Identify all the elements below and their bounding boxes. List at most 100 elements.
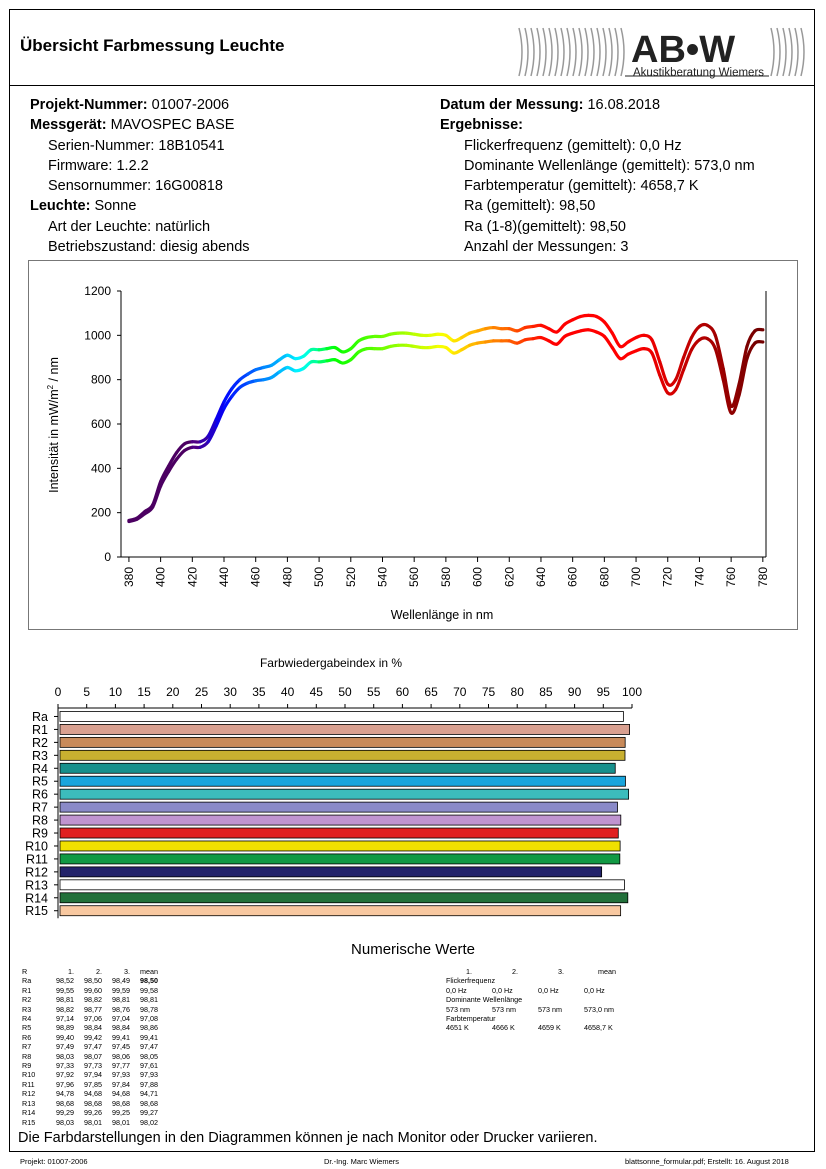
sensor-number: Sensornummer: 16G00818 [48,178,223,195]
spectrum-series-2-segment [729,393,741,415]
table-row: R13 98,68 98,68 98,68 98,68 [22,1099,158,1108]
flicker-values: 0,0 Hz 0,0 Hz 0,0 Hz 0,0 Hz [446,986,630,995]
spectrum-series-1-segment [729,382,741,409]
cri-x-tick-label: 5 [83,685,90,699]
spectrum-series-2-segment [151,484,163,509]
disclaimer-note: Die Farbdarstellungen in den Diagrammen … [18,1130,598,1146]
cri-x-tick-label: 35 [252,685,266,699]
table-row: R3 98,82 98,77 98,76 98,78 [22,1005,158,1014]
table-cell: 97,96 [56,1079,74,1089]
table-row: R1 99,55 99,60 99,59 99,58 [22,986,158,995]
cri-x-tick-label: 90 [568,685,582,699]
table-cell: 99,41 [112,1032,130,1042]
table-cell: 97,49 [56,1042,74,1052]
cri-bar-r6 [59,788,630,800]
table-row: R5 98,89 98,84 98,84 98,86 [22,1023,158,1032]
table-cell: 97,08 [140,1014,158,1024]
cri-x-tick-label: 40 [281,685,295,699]
cri-bar-ra [59,711,624,722]
table-cell: 94,78 [56,1089,74,1099]
table-cell: R11 [22,1079,35,1089]
cri-category-label: R3 [32,749,48,763]
operating-state: Betriebszustand: diesig abends [48,239,250,256]
x-tick-label: 480 [280,567,294,587]
table-cell: 98,77 [84,1004,102,1014]
table-cell: 97,94 [84,1070,102,1080]
table-cell: 97,85 [84,1079,102,1089]
cri-x-tick-label: 10 [109,685,123,699]
spectrum-series-1-segment [206,417,218,438]
table-cell: 99,27 [140,1108,158,1118]
ra18-result: Ra (1-8)(gemittelt): 98,50 [464,218,626,235]
dominant-values-row: 573 nm 573 nm 573 nm 573,0 nm [446,1005,630,1014]
column-header: 1. [68,967,74,976]
cri-category-label: R10 [25,839,48,853]
cri-x-tick-label: 30 [224,685,238,699]
cri-category-label: R12 [25,865,48,879]
cri-bar-r11 [59,853,621,865]
spectrum-series-2-segment [753,339,765,345]
ra-result: Ra (gemittelt): 98,50 [464,198,596,215]
table-row: R11 97,96 97,85 97,84 97,88 [22,1080,158,1089]
cri-bar-r7 [59,801,618,813]
table-cell: 0,0 Hz [538,985,559,995]
cri-chart-title: Farbwiedergabeindex in % [260,656,402,670]
lamp-label: Leuchte: [30,198,91,215]
table-cell: 98,01 [112,1117,130,1127]
table-cell: R6 [22,1032,32,1042]
x-axis-label: Wellenlänge in nm [391,608,494,622]
table-cell: 98,84 [112,1023,130,1033]
y-tick-label: 800 [91,373,111,387]
table-cell: 98,50 [140,976,158,986]
table-cell: 99,59 [112,985,130,995]
table-cell: 98,68 [84,1098,102,1108]
table-cell: 98,03 [56,1051,74,1061]
table-cell: 98,68 [112,1098,130,1108]
x-tick-label: 500 [312,567,326,587]
cri-bar-r1 [59,724,630,735]
table-cell: 98,52 [56,976,74,986]
column-header: 1. [466,967,472,976]
table-cell: 0,0 Hz [446,985,467,995]
table-cell: 97,45 [112,1042,130,1052]
cri-category-label: R14 [25,891,48,905]
table-cell: R10 [22,1070,36,1080]
table-cell: 99,26 [84,1108,102,1118]
table-cell: 573,0 nm [584,1004,614,1014]
table-row: R10 97,92 97,94 97,93 97,93 [22,1070,158,1079]
cri-bar-r4 [59,762,616,774]
cri-x-tick-label: 80 [511,685,525,699]
table-cell: R7 [22,1042,32,1052]
cri-x-tick-label: 100 [622,685,642,699]
project-info: Projekt-Nummer: 01007-2006 Messgerät: MA… [30,95,250,257]
table-cell: 98,02 [140,1117,158,1127]
cri-bar-chart: Farbwiedergabeindex in % 0 5 10 15 20 25 30 35 4… [25,656,642,918]
spectrum-series-2-segment [650,351,662,377]
results-label: Ergebnisse: [440,117,523,134]
cri-category-label: R9 [32,827,48,841]
table-cell: 97,33 [56,1061,74,1071]
table-row: R14 99,29 99,26 99,25 99,27 [22,1108,158,1117]
cri-bar-r9 [59,827,619,839]
table-cell: 99,25 [112,1108,130,1118]
table-cell: 97,47 [84,1042,102,1052]
cri-x-tick-label: 55 [367,685,381,699]
x-tick-label: 740 [692,567,706,587]
spectrum-series-2-segment [674,368,686,392]
table-row: R7 97,49 97,47 97,45 97,47 [22,1042,158,1051]
table-cell: 99,58 [140,985,158,995]
table-row: R2 98,81 98,82 98,81 98,81 [22,995,158,1004]
results-info: Datum der Messung: 16.08.2018 Ergebnisse… [440,95,755,257]
cri-bar-r3 [59,749,626,761]
x-tick-label: 720 [661,567,675,587]
table-cell: 98,81 [112,995,130,1005]
color-temperature-result: Farbtemperatur (gemittelt): 4658,7 K [464,178,699,195]
spectrum-series-1-segment [713,333,725,371]
x-tick-label: 620 [502,567,516,587]
table-cell: 94,68 [112,1089,130,1099]
spectrum-series-1-segment [737,344,749,386]
table-cell: 98,06 [112,1051,130,1061]
cri-x-tick-label: 65 [424,685,438,699]
table-row: R12 94,78 94,68 94,68 94,71 [22,1089,158,1098]
table-cell: 4658,7 K [584,1023,613,1033]
